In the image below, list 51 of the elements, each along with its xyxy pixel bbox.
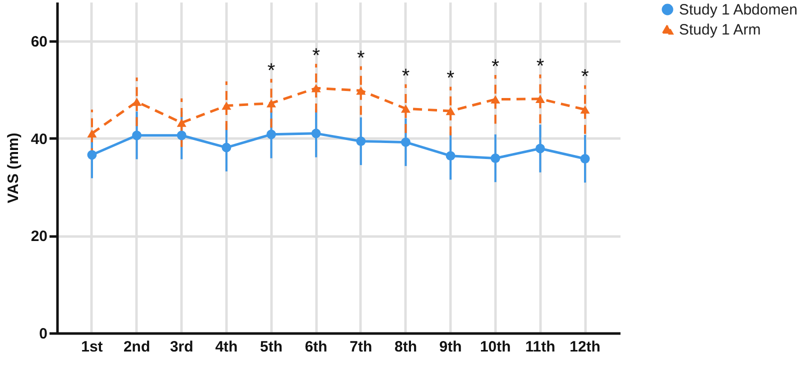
point: [535, 94, 545, 103]
point: [176, 118, 186, 127]
point: [356, 136, 366, 146]
x-tick-label: 6th: [304, 338, 328, 356]
x-tick-label: 10th: [480, 338, 511, 356]
x-tick-label: 11th: [525, 338, 556, 356]
legend-label: Study 1 Arm: [679, 22, 761, 38]
point: [222, 102, 232, 110]
x-tick-label: 2nd: [123, 338, 150, 356]
y-axis-title: VAS (mm): [4, 132, 22, 204]
x-tick-label: 5th: [260, 338, 283, 356]
annotation: *: [312, 44, 320, 67]
point: [535, 144, 545, 154]
point: [266, 99, 276, 108]
point: [400, 137, 410, 147]
annotation: *: [446, 68, 455, 90]
x-tick-label: 12th: [570, 338, 600, 356]
point: [490, 95, 500, 104]
point: [176, 130, 186, 140]
legend-label: Study 1 Abdomen: [679, 2, 798, 18]
point: [87, 129, 97, 138]
x-tick-label: 3rd: [170, 338, 194, 356]
annotation: *: [402, 65, 410, 88]
point: [311, 128, 321, 138]
y-tick-label: 60: [30, 33, 48, 50]
y-tick-label: 0: [39, 326, 48, 342]
point: [446, 151, 456, 161]
y-tick-label: 40: [30, 130, 48, 148]
point: [311, 84, 321, 92]
x-tick-label: 1st: [81, 338, 103, 356]
point: [266, 130, 276, 140]
point: [580, 105, 590, 114]
point: [356, 86, 366, 95]
x-tick-label: 7th: [350, 338, 372, 356]
annotation: *: [267, 60, 276, 82]
x-tick-label: 9th: [439, 338, 462, 356]
point: [132, 98, 142, 106]
point: [132, 130, 142, 140]
x-tick-label: 8th: [394, 338, 417, 356]
x-tick-label: 4th: [215, 338, 238, 356]
point: [490, 154, 500, 163]
annotation: *: [536, 56, 544, 78]
point: [87, 150, 97, 160]
point: [400, 104, 410, 113]
y-tick-label: 20: [30, 228, 48, 246]
annotation: *: [491, 56, 500, 78]
point: [222, 142, 232, 152]
annotation: *: [581, 66, 590, 88]
point: [580, 154, 590, 164]
point: [446, 106, 456, 116]
annotation: *: [357, 47, 366, 70]
